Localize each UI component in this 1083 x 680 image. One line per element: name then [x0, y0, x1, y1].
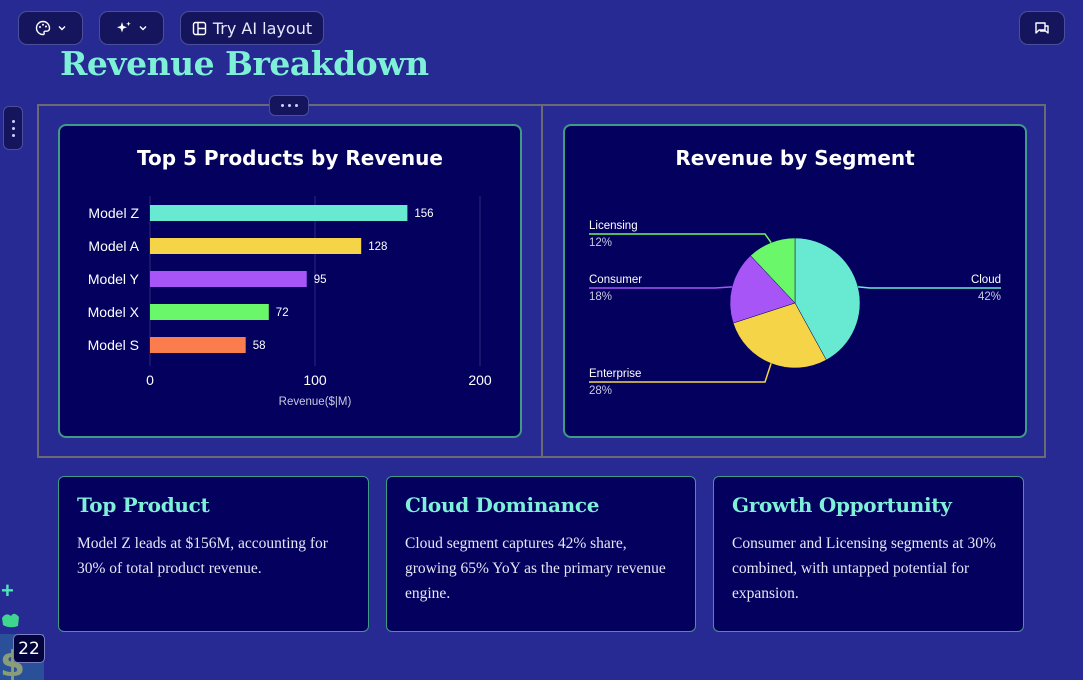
- pie-slice: [729, 255, 796, 324]
- slice-name-label: Consumer: [589, 274, 642, 286]
- card-body: Cloud segment captures 42% share, growin…: [405, 535, 666, 602]
- page-title: Revenue Breakdown: [60, 44, 429, 83]
- x-tick-label: 0: [146, 372, 154, 388]
- more-options-handle[interactable]: [269, 95, 309, 116]
- plus-icon[interactable]: +: [1, 578, 14, 603]
- bar: [150, 271, 307, 287]
- comment-icon: [1034, 20, 1050, 36]
- callout-line: [589, 286, 733, 289]
- card-title: Top Product: [77, 493, 210, 517]
- bar: [150, 304, 269, 320]
- x-tick-label: 100: [303, 372, 327, 388]
- bar-value-label: 58: [253, 340, 266, 352]
- callout-line: [589, 363, 772, 383]
- bar-value-label: 128: [368, 241, 387, 253]
- callout-line: [589, 233, 772, 243]
- slice-percent-label: 18%: [589, 291, 612, 303]
- chevron-down-icon: [138, 23, 148, 33]
- y-category-label: Model X: [88, 304, 140, 320]
- card-body: Consumer and Licensing segments at 30% c…: [732, 535, 996, 602]
- card-title: Cloud Dominance: [405, 493, 600, 517]
- sparkles-icon: [116, 20, 132, 36]
- bar-chart-title: Top 5 Products by Revenue: [137, 146, 443, 170]
- callout-line: [857, 286, 1001, 289]
- bar-value-label: 156: [414, 208, 433, 220]
- bar: [150, 238, 362, 254]
- theme-button[interactable]: [18, 11, 83, 45]
- frame-divider: [541, 104, 543, 458]
- chevron-down-icon: [57, 23, 67, 33]
- slice-name-label: Cloud: [971, 274, 1001, 286]
- y-category-label: Model A: [88, 238, 139, 254]
- cloud-dominance-card: Cloud Dominance Cloud segment captures 4…: [386, 476, 696, 632]
- top-product-card: Top Product Model Z leads at $156M, acco…: [58, 476, 369, 632]
- pie-chart: Cloud 42% Enterprise 28% Consumer 18% Licensin…: [589, 220, 1001, 397]
- drag-handle[interactable]: [3, 106, 23, 150]
- growth-opportunity-card: Growth Opportunity Consumer and Licensin…: [713, 476, 1024, 632]
- slice-percent-label: 42%: [978, 291, 1001, 303]
- comments-button[interactable]: [1019, 11, 1065, 45]
- slice-name-label: Enterprise: [589, 368, 641, 380]
- ai-menu-button[interactable]: [99, 11, 164, 45]
- notification-count-badge[interactable]: 22: [13, 634, 45, 663]
- bar-value-label: 72: [276, 307, 289, 319]
- bar-chart-card: Top 5 Products by Revenue 0 100 200 Revenue…: [58, 124, 522, 438]
- slice-name-label: Licensing: [589, 220, 638, 232]
- slice-percent-label: 12%: [589, 237, 612, 249]
- pie-chart-card: Revenue by Segment Cloud 42% Enterprise 28%…: [563, 124, 1027, 438]
- y-category-label: Model S: [88, 337, 139, 353]
- bar-chart: 0 100 200 Revenue($|M) Model Z 156 Model A 128 M…: [88, 196, 492, 408]
- try-ai-layout-label: Try AI layout: [212, 18, 313, 38]
- slice-percent-label: 28%: [589, 385, 612, 397]
- y-category-label: Model Z: [88, 205, 139, 221]
- card-body: Model Z leads at $156M, accounting for 3…: [77, 535, 328, 577]
- x-tick-label: 200: [468, 372, 492, 388]
- card-title: Growth Opportunity: [732, 493, 952, 517]
- x-axis-label: Revenue($|M): [279, 396, 352, 408]
- y-category-label: Model Y: [88, 271, 140, 287]
- pie-chart-title: Revenue by Segment: [675, 146, 915, 170]
- palette-icon: [35, 20, 51, 36]
- bar-value-label: 95: [314, 274, 327, 286]
- layout-icon: [192, 21, 207, 36]
- bar: [150, 337, 246, 353]
- bar: [150, 205, 408, 221]
- try-ai-layout-button[interactable]: Try AI layout: [180, 11, 324, 45]
